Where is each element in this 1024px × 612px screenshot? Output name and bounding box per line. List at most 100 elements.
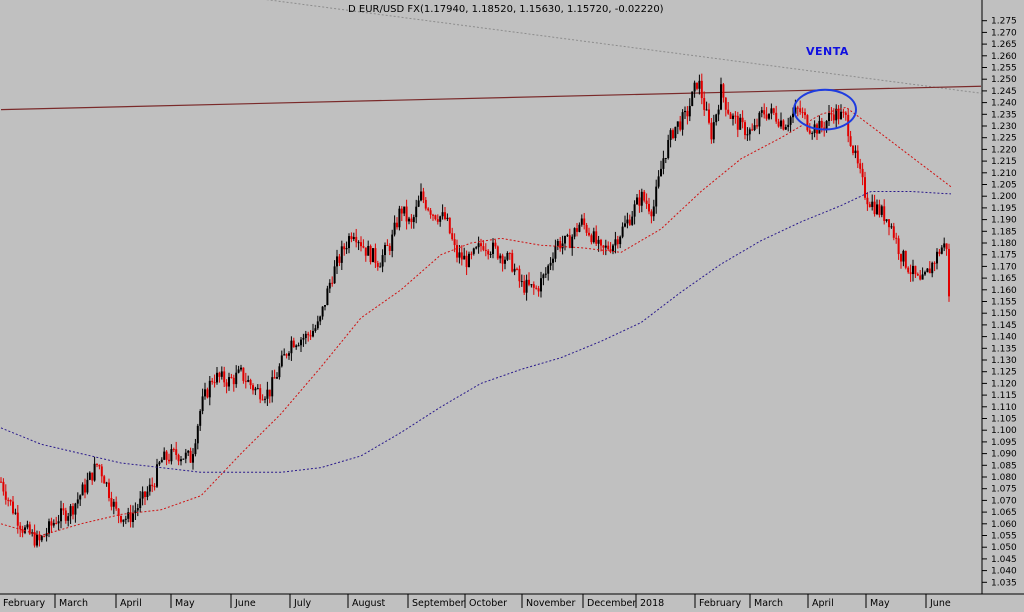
- candle-body: [888, 219, 890, 228]
- candle-body: [818, 120, 821, 134]
- x-tick-label: May: [175, 598, 195, 608]
- y-tick-label: 1.200: [991, 192, 1017, 202]
- y-tick-label: 1.100: [991, 426, 1017, 436]
- candle-body: [448, 217, 451, 234]
- candle-body: [643, 191, 646, 201]
- candle-body: [393, 222, 396, 235]
- candle-body: [576, 228, 578, 232]
- candle-body: [196, 425, 199, 444]
- y-tick-label: 1.075: [991, 485, 1017, 495]
- candle-body: [830, 112, 833, 115]
- y-tick-label: 1.220: [991, 145, 1017, 155]
- candle-body: [132, 512, 134, 523]
- candle-body: [808, 130, 811, 134]
- ma-slow-line: [0, 191, 952, 473]
- y-tick-label: 1.275: [991, 17, 1017, 27]
- candle-body: [619, 236, 622, 245]
- y-tick-label: 1.215: [991, 157, 1017, 167]
- y-tick-label: 1.120: [991, 379, 1017, 389]
- candle-body: [84, 484, 86, 493]
- y-tick-label: 1.185: [991, 227, 1017, 237]
- candle-body: [597, 239, 600, 244]
- candle-body: [547, 265, 550, 274]
- candle-body: [852, 145, 854, 154]
- candle-body: [729, 113, 732, 119]
- y-tick-label: 1.090: [991, 450, 1017, 460]
- candle-body: [554, 246, 557, 259]
- y-tick-label: 1.045: [991, 555, 1017, 565]
- candle-body: [453, 239, 456, 246]
- candle-body: [324, 305, 326, 307]
- candle-body: [175, 449, 178, 456]
- candle-body: [316, 321, 319, 329]
- candle-body: [847, 114, 850, 137]
- candle-body: [571, 236, 574, 249]
- candle-body: [914, 265, 917, 275]
- candle-body: [177, 455, 180, 462]
- y-tick-label: 1.125: [991, 368, 1017, 378]
- candle-body: [386, 245, 389, 247]
- candle-body: [938, 251, 941, 254]
- candle-body: [528, 279, 530, 285]
- y-tick-label: 1.130: [991, 356, 1017, 366]
- candle-body: [69, 506, 72, 517]
- candle-body: [398, 208, 401, 228]
- candle-body: [237, 369, 240, 373]
- candle-body: [508, 253, 511, 255]
- candle-body: [312, 330, 314, 337]
- candle-body: [876, 204, 878, 215]
- candle-body: [585, 224, 588, 233]
- candle-body: [864, 177, 866, 198]
- candle-body: [16, 512, 19, 526]
- candle-body: [537, 288, 540, 292]
- candle-body: [885, 219, 888, 221]
- y-tick-label: 1.205: [991, 181, 1017, 191]
- candle-body: [496, 246, 499, 259]
- candle-body: [268, 389, 271, 397]
- candle-body: [866, 197, 869, 205]
- candle-body: [540, 278, 542, 292]
- candle-body: [88, 472, 91, 480]
- candle-body: [770, 108, 773, 114]
- candle-body: [139, 498, 142, 508]
- candle-body: [499, 255, 502, 259]
- y-tick-label: 1.190: [991, 216, 1017, 226]
- candle-body: [772, 108, 775, 113]
- candle-body: [727, 109, 730, 114]
- candle-body: [67, 516, 70, 521]
- candle-body: [256, 388, 259, 390]
- candle-body: [768, 113, 770, 119]
- candle-body: [434, 215, 437, 220]
- candle-body: [463, 255, 466, 260]
- candle-body: [904, 250, 907, 268]
- candle-body: [621, 226, 624, 237]
- candle-body: [501, 255, 504, 264]
- candle-body: [21, 529, 24, 533]
- y-tick-label: 1.180: [991, 239, 1017, 249]
- candle-body: [115, 501, 118, 509]
- candle-body: [309, 335, 312, 337]
- candle-body: [172, 449, 175, 451]
- y-tick-label: 1.060: [991, 520, 1017, 530]
- candle-body: [266, 389, 269, 399]
- candle-body: [405, 206, 408, 222]
- candle-body: [609, 249, 612, 252]
- y-tick-label: 1.175: [991, 251, 1017, 261]
- candle-body: [511, 253, 514, 272]
- candle-body: [513, 268, 516, 272]
- candle-body: [756, 125, 758, 127]
- candle-body: [616, 239, 619, 245]
- candle-body: [2, 481, 5, 492]
- candle-body: [624, 223, 626, 227]
- x-tick-label: February: [3, 598, 45, 608]
- x-tick-label: July: [293, 598, 311, 608]
- candle-body: [828, 112, 830, 121]
- candle-body: [213, 382, 216, 384]
- candle-body: [415, 206, 418, 218]
- candle-body: [273, 377, 276, 379]
- candle-body: [362, 246, 365, 248]
- candle-body: [832, 114, 835, 121]
- candle-body: [580, 218, 583, 225]
- candle-body: [439, 216, 442, 222]
- candle-body: [703, 98, 706, 110]
